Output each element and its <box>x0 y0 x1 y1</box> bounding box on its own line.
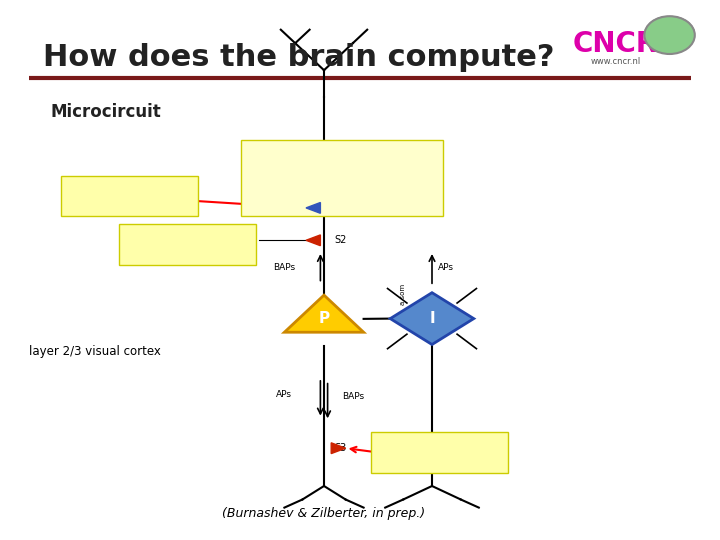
Text: APs: APs <box>276 390 292 399</box>
FancyBboxPatch shape <box>371 432 508 472</box>
Text: LTP: LTP <box>377 148 393 158</box>
Text: short-term depression: short-term depression <box>397 441 482 450</box>
Text: APs: APs <box>252 178 264 184</box>
Text: excitatory inputs: excitatory inputs <box>174 230 251 239</box>
Polygon shape <box>331 443 346 454</box>
Circle shape <box>644 16 695 54</box>
Text: APs: APs <box>137 245 150 254</box>
Text: a som: a som <box>400 284 406 305</box>
FancyBboxPatch shape <box>119 224 256 265</box>
Text: CNCR: CNCR <box>573 30 658 58</box>
Text: LTP: LTP <box>212 240 227 249</box>
Text: layer 2/3 visual cortex: layer 2/3 visual cortex <box>29 345 161 357</box>
Text: BAPs: BAPs <box>274 263 295 272</box>
Text: (Burnashev & Zilberter, in prep.): (Burnashev & Zilberter, in prep.) <box>222 507 426 519</box>
Text: APs: APs <box>438 263 454 272</box>
Text: P: P <box>318 311 330 326</box>
Polygon shape <box>306 202 320 213</box>
Text: I: I <box>429 311 435 326</box>
FancyBboxPatch shape <box>61 176 198 216</box>
Text: APs: APs <box>252 146 264 152</box>
FancyBboxPatch shape <box>241 140 443 216</box>
Text: EPSPs: EPSPs <box>137 234 159 244</box>
Text: Microcircuit: Microcircuit <box>50 103 161 120</box>
Polygon shape <box>390 293 474 345</box>
Text: S2: S2 <box>335 235 347 245</box>
Text: by retrograde messenger: by retrograde messenger <box>390 452 488 461</box>
Text: www.cncr.nl: www.cncr.nl <box>590 57 641 66</box>
Polygon shape <box>284 295 364 332</box>
Text: by retrograde messenger: by retrograde messenger <box>81 195 179 205</box>
Text: S3: S3 <box>335 443 347 453</box>
Text: How does the brain compute?: How does the brain compute? <box>43 43 554 72</box>
Text: S1: S1 <box>335 203 347 213</box>
Text: short-term depression: short-term depression <box>87 185 172 194</box>
Text: BAPs: BAPs <box>342 393 364 401</box>
Polygon shape <box>306 235 320 246</box>
Text: LTD: LTD <box>376 179 394 188</box>
